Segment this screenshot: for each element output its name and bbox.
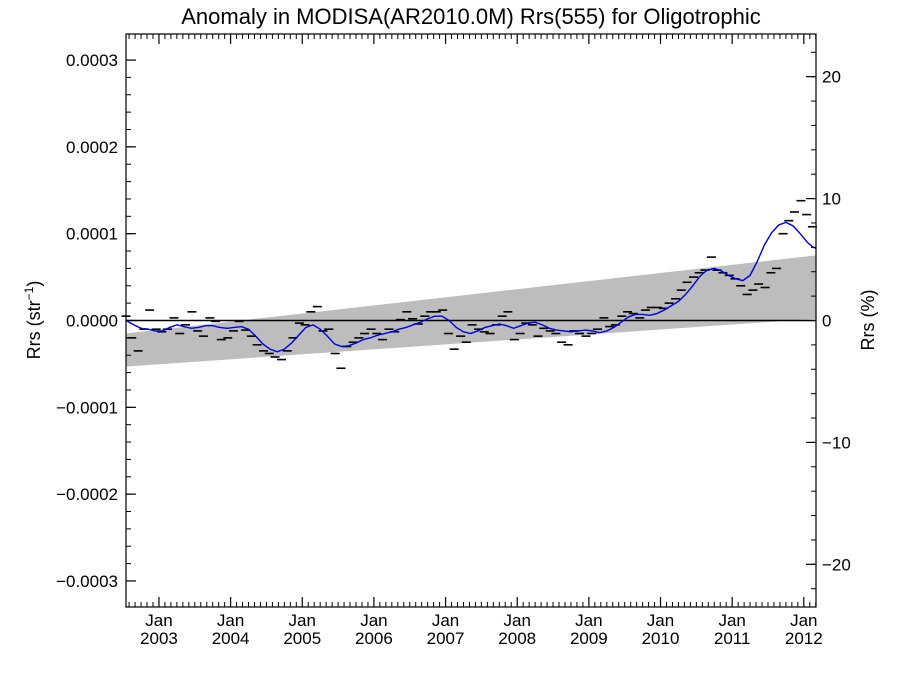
right-y-tick-label: −10 <box>822 433 851 452</box>
x-tick-month-label: Jan <box>432 611 459 630</box>
y-tick-label: −0.0002 <box>56 485 118 504</box>
right-y-tick-label: 0 <box>822 312 831 331</box>
y-tick-label: 0.0001 <box>66 225 118 244</box>
y-axis-label-superscript: −1 <box>22 286 36 300</box>
y-tick-label: 0.0003 <box>66 51 118 70</box>
x-tick-year-label: 2012 <box>785 629 823 648</box>
x-tick-year-label: 2003 <box>140 629 178 648</box>
right-y-tick-label: −20 <box>822 555 851 574</box>
right-y-tick-label: 10 <box>822 190 841 209</box>
x-tick-month-label: Jan <box>145 611 172 630</box>
y-tick-label: −0.0001 <box>56 398 118 417</box>
x-tick-month-label: Jan <box>360 611 387 630</box>
x-tick-month-label: Jan <box>718 611 745 630</box>
x-tick-year-label: 2008 <box>498 629 536 648</box>
x-tick-month-label: Jan <box>647 611 674 630</box>
x-tick-month-label: Jan <box>575 611 602 630</box>
smoothed-anomaly-line <box>125 221 817 353</box>
y-tick-label: 0.0002 <box>66 138 118 157</box>
x-tick-year-label: 2004 <box>212 629 250 648</box>
y-axis-label-close: ) <box>24 281 44 287</box>
x-tick-year-label: 2011 <box>714 629 751 648</box>
x-tick-month-label: Jan <box>790 611 817 630</box>
x-tick-year-label: 2010 <box>642 629 680 648</box>
confidence-band-layer <box>126 255 816 367</box>
y-tick-label: −0.0003 <box>56 572 118 591</box>
x-tick-year-label: 2006 <box>355 629 393 648</box>
axes-layer: 0.0003 0.0002 0.0001 0.0000 −0.0001 −0.0002 −0… <box>56 33 851 648</box>
right-y-tick-label: 20 <box>822 68 841 87</box>
x-tick-year-label: 2007 <box>427 629 465 648</box>
y-axis-label: Rrs (str−1) <box>22 281 44 360</box>
x-tick-month-label: Jan <box>504 611 531 630</box>
confidence-band <box>126 255 816 367</box>
x-tick-month-label: Jan <box>217 611 244 630</box>
right-y-axis-label: Rrs (%) <box>858 290 878 351</box>
chart-title: Anomaly in MODISA(AR2010.0M) Rrs(555) fo… <box>181 4 761 29</box>
y-tick-label: 0.0000 <box>66 312 118 331</box>
smoothed-anomaly-line-layer <box>125 221 817 353</box>
x-tick-year-label: 2009 <box>570 629 608 648</box>
x-tick-month-label: Jan <box>289 611 316 630</box>
x-tick-year-label: 2005 <box>283 629 321 648</box>
